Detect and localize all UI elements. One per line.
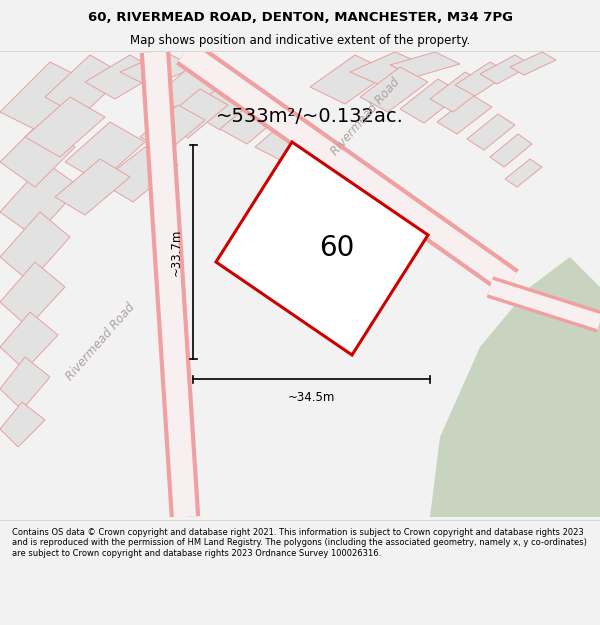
Polygon shape (85, 55, 160, 99)
Text: Contains OS data © Crown copyright and database right 2021. This information is : Contains OS data © Crown copyright and d… (12, 528, 587, 558)
Polygon shape (255, 117, 315, 160)
Polygon shape (0, 357, 50, 410)
Polygon shape (480, 55, 532, 84)
Polygon shape (0, 262, 65, 327)
Polygon shape (140, 105, 205, 152)
Text: Rivermead Road: Rivermead Road (328, 76, 402, 158)
Polygon shape (430, 72, 488, 112)
Polygon shape (55, 159, 130, 215)
Polygon shape (430, 257, 600, 517)
Polygon shape (310, 55, 390, 104)
Polygon shape (0, 212, 70, 282)
Polygon shape (455, 62, 510, 96)
Polygon shape (390, 52, 460, 77)
Polygon shape (350, 52, 425, 85)
Polygon shape (220, 97, 285, 144)
Text: Rivermead Road: Rivermead Road (63, 301, 137, 383)
Polygon shape (65, 122, 145, 182)
Polygon shape (155, 62, 230, 114)
Polygon shape (360, 67, 428, 112)
Polygon shape (490, 134, 532, 167)
Polygon shape (45, 55, 125, 117)
Polygon shape (510, 52, 556, 75)
Polygon shape (0, 162, 80, 237)
Text: ~34.5m: ~34.5m (288, 391, 335, 404)
Polygon shape (400, 79, 462, 123)
Polygon shape (160, 89, 228, 138)
Polygon shape (120, 52, 195, 87)
Polygon shape (190, 77, 260, 130)
Polygon shape (0, 312, 58, 370)
Polygon shape (100, 147, 178, 202)
Polygon shape (437, 95, 492, 134)
Polygon shape (216, 142, 428, 355)
Polygon shape (0, 62, 90, 132)
Polygon shape (505, 159, 542, 187)
Text: ~33.7m: ~33.7m (170, 228, 183, 276)
Text: ~533m²/~0.132ac.: ~533m²/~0.132ac. (216, 107, 404, 126)
Text: 60: 60 (319, 234, 355, 262)
Polygon shape (0, 402, 45, 447)
Text: 60, RIVERMEAD ROAD, DENTON, MANCHESTER, M34 7PG: 60, RIVERMEAD ROAD, DENTON, MANCHESTER, … (88, 11, 512, 24)
Polygon shape (0, 122, 75, 187)
Polygon shape (467, 114, 515, 150)
Polygon shape (25, 97, 105, 157)
Text: Map shows position and indicative extent of the property.: Map shows position and indicative extent… (130, 34, 470, 47)
